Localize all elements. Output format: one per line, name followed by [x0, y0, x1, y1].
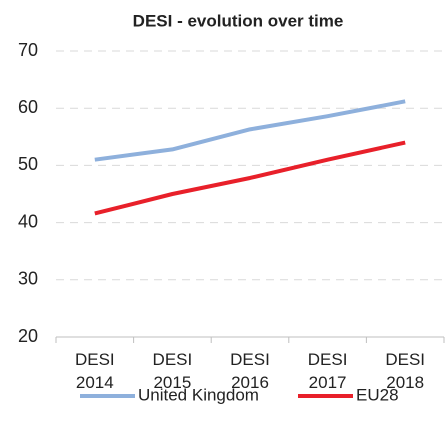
y-tick-label: 20: [18, 326, 38, 346]
chart-title: DESI - evolution over time: [133, 11, 344, 30]
x-tick-label: DESI 2015: [152, 350, 193, 392]
x-tick-label: DESI 2018: [385, 350, 426, 392]
y-tick-label: 40: [18, 211, 38, 231]
x-tick-label: DESI 2016: [230, 350, 270, 392]
y-tick-label: 50: [18, 154, 38, 174]
y-tick-label: 30: [18, 269, 38, 289]
x-tick-label: DESI 2017: [307, 350, 348, 392]
y-tick-label: 70: [18, 40, 38, 60]
series-line: [94, 140, 406, 216]
legend-label: EU28: [356, 385, 399, 404]
y-tick-label: 60: [18, 97, 38, 117]
series-line: [94, 99, 406, 162]
x-tick-label: DESI 2014: [74, 350, 115, 392]
legend-label: United Kingdom: [138, 385, 259, 404]
